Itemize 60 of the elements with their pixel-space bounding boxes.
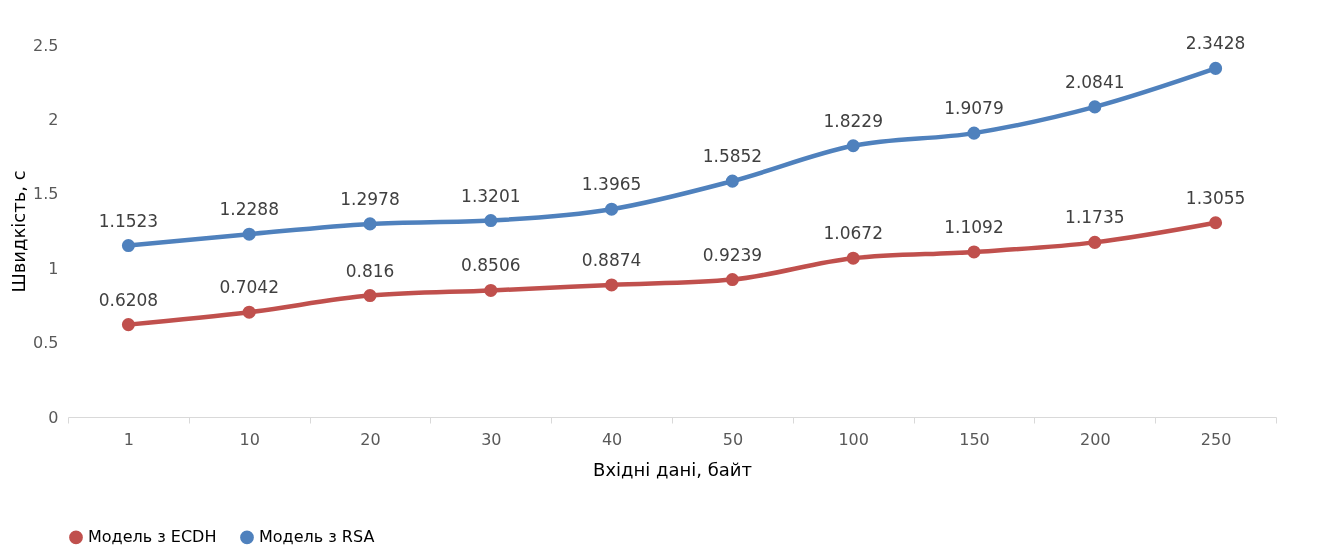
point (605, 202, 619, 216)
y-tick-label: 2.5 (33, 35, 59, 55)
point (967, 126, 981, 140)
x-tick-label: 250 (1200, 429, 1232, 449)
data-label: 1.1735 (1065, 207, 1125, 228)
data-label: 2.0841 (1065, 71, 1125, 92)
point (242, 305, 256, 319)
y-tick-label: 0 (48, 407, 59, 427)
data-label: 2.3428 (1185, 33, 1246, 54)
data-label: 0.816 (345, 260, 395, 281)
data-label: 1.0672 (823, 223, 883, 244)
point (484, 283, 498, 297)
y-tick-label: 1 (48, 258, 59, 278)
point (121, 318, 135, 332)
x-tick-label: 1 (123, 429, 134, 449)
y-tick-label: 2 (48, 109, 59, 129)
point (846, 139, 860, 153)
data-label: 1.5852 (702, 146, 763, 167)
data-label: 0.6208 (98, 289, 159, 310)
point (121, 239, 135, 253)
data-label: 0.9239 (702, 244, 763, 265)
x-tick-label: 200 (1080, 429, 1111, 449)
data-label: 1.2288 (219, 199, 279, 220)
x-tick-label: 40 (601, 429, 623, 449)
point (1088, 100, 1102, 114)
point (605, 278, 619, 292)
y-tick-label: 1.5 (33, 184, 59, 204)
point (725, 174, 739, 188)
x-tick-label: 20 (360, 429, 381, 449)
data-label: 0.7042 (219, 277, 279, 298)
point (1088, 235, 1102, 249)
y-tick-label: 0.5 (33, 333, 59, 353)
point (363, 217, 377, 231)
point (484, 214, 498, 228)
data-label: 1.2978 (340, 188, 400, 209)
data-label: 0.8874 (581, 249, 642, 270)
data-label: 0.8506 (461, 255, 521, 276)
data-label: 1.1523 (98, 210, 159, 231)
data-label: 1.3201 (461, 185, 521, 206)
point (363, 289, 377, 303)
x-axis-title: Вхідні дані, байт (593, 458, 752, 480)
point (725, 273, 739, 287)
data-label: 1.3965 (581, 174, 642, 195)
x-tick-label: 100 (838, 429, 869, 449)
x-tick-label: 10 (239, 429, 260, 449)
y-axis-title: Швидкість, с (8, 170, 30, 293)
data-label: 1.9079 (944, 98, 1004, 119)
x-tick-label: 30 (481, 429, 502, 449)
data-label: 1.3055 (1185, 187, 1246, 208)
data-label: 1.1092 (944, 216, 1004, 237)
x-tick-label: 150 (959, 429, 990, 449)
point (1209, 61, 1223, 75)
point (1209, 216, 1223, 230)
data-label: 1.8229 (823, 110, 883, 131)
point (242, 227, 256, 241)
legend-label: Модель з ECDH (88, 527, 217, 547)
point (967, 245, 981, 259)
legend-label: Модель з RSA (259, 527, 375, 547)
x-tick-label: 50 (722, 429, 744, 449)
point (846, 251, 860, 265)
